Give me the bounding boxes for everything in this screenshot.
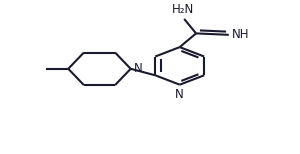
Text: NH: NH <box>232 28 250 41</box>
Text: N: N <box>134 62 143 75</box>
Text: H₂N: H₂N <box>172 3 194 16</box>
Text: N: N <box>175 88 184 101</box>
